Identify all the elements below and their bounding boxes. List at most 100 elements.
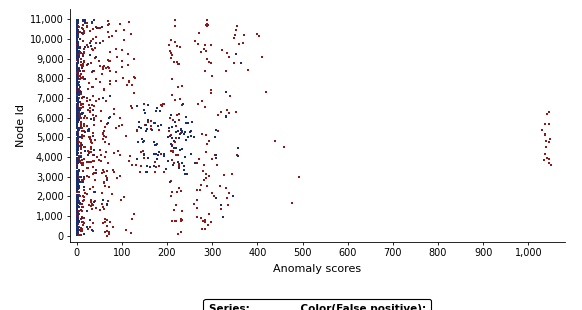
Point <box>83 166 92 171</box>
Point <box>78 204 87 209</box>
Point <box>73 28 82 33</box>
Point <box>73 56 82 61</box>
Point <box>121 133 130 138</box>
Point <box>229 194 238 199</box>
Point <box>151 108 161 113</box>
Point <box>72 35 81 40</box>
Point <box>139 152 148 157</box>
Point <box>72 33 81 38</box>
Point <box>73 33 82 38</box>
Point <box>73 76 82 81</box>
Point <box>73 120 82 125</box>
Point <box>87 69 97 74</box>
Point <box>79 116 88 121</box>
Point <box>72 113 81 118</box>
Point <box>168 189 177 194</box>
Point <box>75 134 84 139</box>
Point <box>90 138 100 143</box>
Point <box>110 151 119 156</box>
Point <box>197 227 207 232</box>
Point <box>75 37 84 42</box>
Point <box>80 44 89 49</box>
Point <box>86 197 95 202</box>
Point <box>72 110 81 115</box>
Point <box>92 168 101 173</box>
Point <box>79 133 88 138</box>
Point <box>73 30 82 35</box>
Point <box>143 118 152 123</box>
Point <box>174 186 183 191</box>
Point <box>165 116 175 121</box>
Point <box>72 31 81 36</box>
Point <box>72 138 81 143</box>
Point <box>73 80 83 85</box>
Point <box>88 68 98 73</box>
Point <box>73 198 83 203</box>
Point <box>210 153 219 158</box>
Point <box>79 51 88 56</box>
Point <box>75 77 84 82</box>
Point <box>98 202 107 206</box>
Point <box>83 42 92 47</box>
Point <box>77 155 86 160</box>
Point <box>203 222 212 227</box>
Point <box>75 202 84 206</box>
Point <box>221 186 230 191</box>
Point <box>172 112 181 117</box>
Point <box>73 92 82 97</box>
Point <box>73 77 83 82</box>
Point <box>79 174 88 179</box>
Point <box>79 23 88 28</box>
Point <box>73 75 83 80</box>
Point <box>72 188 81 193</box>
Point <box>73 78 82 82</box>
Point <box>77 65 87 70</box>
Point <box>72 170 81 175</box>
Point <box>88 130 97 135</box>
Point <box>73 203 83 208</box>
Point <box>82 225 91 230</box>
Point <box>72 38 81 43</box>
Point <box>109 150 119 155</box>
Point <box>80 156 89 161</box>
Point <box>83 129 93 134</box>
Point <box>77 126 87 131</box>
Point <box>72 198 81 203</box>
Point <box>85 53 94 58</box>
Point <box>88 133 97 138</box>
Point <box>73 184 82 189</box>
Point <box>80 94 89 99</box>
Point <box>171 123 180 128</box>
Point <box>84 135 93 140</box>
Point <box>89 68 98 73</box>
Point <box>73 207 82 212</box>
Point <box>73 175 82 180</box>
Point <box>231 52 240 57</box>
Point <box>73 228 83 233</box>
Y-axis label: Node Id: Node Id <box>16 104 26 147</box>
Point <box>209 193 218 198</box>
Point <box>72 63 81 68</box>
Point <box>73 88 83 93</box>
Point <box>104 66 113 71</box>
Point <box>76 76 86 81</box>
Point <box>76 153 86 158</box>
Point <box>75 179 84 184</box>
Point <box>72 93 81 98</box>
Point <box>222 68 231 73</box>
Point <box>73 56 83 61</box>
Point <box>127 103 136 108</box>
Point <box>112 126 121 131</box>
Point <box>175 96 184 101</box>
Point <box>72 107 81 112</box>
Point <box>83 165 93 170</box>
Point <box>84 175 94 180</box>
Point <box>73 143 82 148</box>
Point <box>72 75 81 80</box>
Point <box>73 197 82 202</box>
Point <box>73 161 83 166</box>
Point <box>79 17 88 22</box>
Point <box>77 150 86 155</box>
Point <box>546 163 555 168</box>
Point <box>73 61 82 66</box>
